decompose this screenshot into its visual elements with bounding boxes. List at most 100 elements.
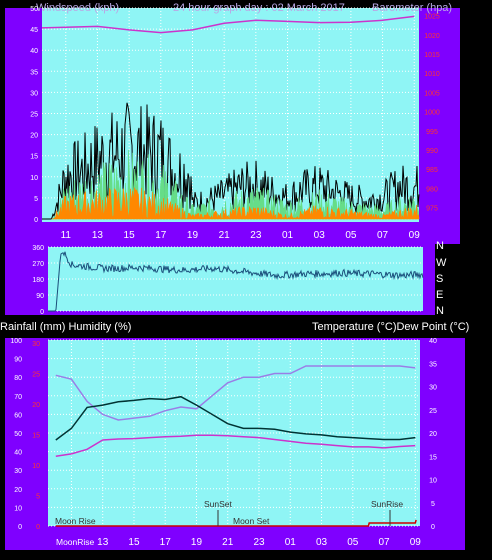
baro-y-tick-label: 1020 (424, 33, 440, 40)
bottom-x-tick-label: 03 (316, 537, 328, 548)
baro-y-tick-label: 1015 (424, 52, 440, 59)
compass-w: W (436, 257, 447, 269)
temperature-series (55, 395, 416, 441)
bottom-x-tick-label: 15 (128, 537, 140, 548)
bottom-x-tick-label: 13 (97, 537, 109, 548)
baro-y-tick-label: 995 (426, 129, 438, 136)
bottom-x-tick-label: 05 (347, 537, 359, 548)
moon-rise-label: Moon Rise (55, 516, 96, 526)
wind-average-area (51, 187, 420, 220)
wind-y-tick-label: 10 (30, 175, 38, 182)
wind-x-tick-label: 13 (92, 230, 104, 241)
rainfall-series (55, 519, 417, 527)
bottom-x-tick-label: 17 (160, 537, 172, 548)
rain-y-tick-label: 5 (36, 494, 40, 501)
wind-x-tick-label: 23 (250, 230, 262, 241)
moonrise-bottom-label: MoonRise (56, 537, 95, 547)
dir-y-tick-label: 360 (32, 245, 44, 252)
top-right-frame-ext (435, 8, 460, 244)
wind-x-tick-label: 21 (219, 230, 231, 241)
wind-y-tick-label: 40 (30, 48, 38, 55)
barometer-series (41, 15, 415, 34)
wind-x-tick-label: 01 (282, 230, 294, 241)
wind-y-tick-label: 30 (30, 90, 38, 97)
bottom-right-frame-ext (435, 338, 465, 550)
plot-layer: 0510152025303540455097598098599099510001… (10, 6, 440, 548)
wind-x-tick-label: 15 (124, 230, 136, 241)
humidity-y-tick-label: 100 (10, 338, 22, 345)
wind-x-tick-label: 17 (155, 230, 167, 241)
temp-y-tick-label: 25 (429, 408, 437, 415)
humidity-series (55, 365, 416, 421)
moon-set-label: Moon Set (233, 516, 270, 526)
humidity-y-tick-label: 40 (14, 450, 22, 457)
wind-x-tick-label: 07 (377, 230, 389, 241)
bottom-x-tick-label: 23 (253, 537, 265, 548)
wind-y-tick-label: 20 (30, 133, 38, 140)
windspeed-axis-label: Windspeed (kph) (36, 2, 119, 14)
sunset-label: SunSet (204, 499, 233, 509)
wind-gust-area (51, 149, 420, 220)
humidity-y-tick-label: 60 (14, 412, 22, 419)
humidity-y-tick-label: 30 (14, 468, 22, 475)
temp-y-tick-label: 20 (429, 431, 437, 438)
humidity-y-tick-label: 0 (18, 524, 22, 531)
wind-y-tick-label: 50 (30, 6, 38, 13)
humidity-y-tick-label: 50 (14, 431, 22, 438)
rain-y-tick-label: 20 (32, 402, 40, 409)
wind-y-tick-label: 25 (30, 112, 38, 119)
compass-s: S (436, 273, 443, 285)
temp-y-tick-label: 0 (431, 524, 435, 531)
temp-y-tick-label: 30 (429, 385, 437, 392)
bottom-x-tick-label: 19 (191, 537, 203, 548)
rain-y-tick-label: 0 (36, 524, 40, 531)
wind-x-tick-label: 05 (345, 230, 357, 241)
rain-humidity-axis-label: Rainfall (mm) Humidity (%) (0, 321, 131, 333)
temperature-axis-label: Temperature (°C)Dew Point (°C) (312, 321, 469, 333)
dir-y-tick-label: 90 (36, 293, 44, 300)
temp-y-tick-label: 5 (431, 501, 435, 508)
dew-point-series (55, 434, 416, 458)
baro-y-tick-label: 1010 (424, 71, 440, 78)
humidity-y-tick-label: 70 (14, 394, 22, 401)
baro-y-tick-label: 980 (426, 186, 438, 193)
wind-y-tick-label: 0 (34, 217, 38, 224)
dir-y-tick-label: 180 (32, 277, 44, 284)
baro-y-tick-label: 990 (426, 148, 438, 155)
bottom-x-tick-label: 07 (378, 537, 390, 548)
barometer-axis-label: Barometer (hpa) (372, 2, 452, 14)
baro-y-tick-label: 985 (426, 167, 438, 174)
humidity-y-tick-label: 90 (14, 357, 22, 364)
wind-x-tick-label: 19 (187, 230, 199, 241)
rain-y-tick-label: 15 (32, 433, 40, 440)
temp-y-tick-label: 10 (429, 478, 437, 485)
baro-y-tick-label: 1005 (424, 90, 440, 97)
wind-y-tick-label: 45 (30, 27, 38, 34)
wind-x-tick-label: 09 (409, 230, 421, 241)
wind-direction-series (48, 251, 424, 312)
baro-y-tick-label: 1000 (424, 110, 440, 117)
rain-y-tick-label: 30 (32, 341, 40, 348)
wind-y-tick-label: 5 (34, 196, 38, 203)
compass-n-top: N (436, 240, 444, 252)
bottom-x-tick-label: 01 (285, 537, 297, 548)
rain-y-tick-label: 25 (32, 372, 40, 379)
humidity-y-tick-label: 20 (14, 487, 22, 494)
wind-x-tick-label: 03 (314, 230, 326, 241)
baro-y-tick-label: 1025 (424, 14, 440, 21)
humidity-y-tick-label: 80 (14, 375, 22, 382)
compass-n-bottom: N (436, 305, 444, 317)
temp-y-tick-label: 15 (429, 454, 437, 461)
wind-x-tick-label: 11 (61, 230, 72, 241)
baro-y-tick-label: 975 (426, 205, 438, 212)
wind-y-tick-label: 15 (30, 154, 38, 161)
dir-y-tick-label: 0 (40, 309, 44, 316)
temp-y-tick-label: 40 (429, 338, 437, 345)
sunrise-label: SunRise (371, 499, 403, 509)
dir-y-tick-label: 270 (32, 261, 44, 268)
humidity-y-tick-label: 10 (14, 505, 22, 512)
rain-y-tick-label: 10 (32, 463, 40, 470)
bottom-x-tick-label: 21 (222, 537, 234, 548)
bottom-x-tick-label: 09 (410, 537, 422, 548)
